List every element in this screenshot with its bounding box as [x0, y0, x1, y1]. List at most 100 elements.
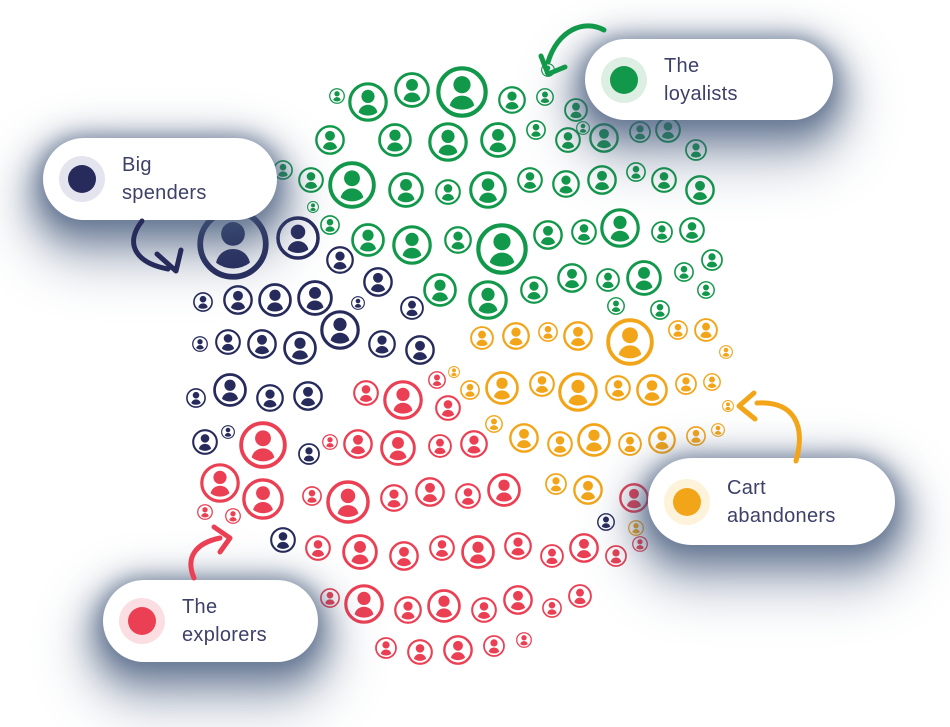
avatar-icon	[192, 336, 208, 352]
avatar-icon	[460, 430, 488, 458]
avatar-icon	[558, 372, 598, 412]
avatar-icon	[573, 475, 603, 505]
loyalists-label-line1: The	[664, 54, 700, 77]
avatar-icon	[632, 536, 648, 552]
avatar-icon	[388, 172, 424, 208]
avatar-icon	[569, 533, 599, 563]
avatar-icon	[502, 322, 530, 350]
avatar-icon	[485, 371, 519, 405]
avatar-icon	[329, 88, 345, 104]
avatar-icon	[193, 292, 213, 312]
avatar-icon	[605, 375, 631, 401]
avatar-icon	[619, 483, 649, 513]
cart-abandoners-dot	[673, 487, 701, 516]
avatar-icon	[394, 72, 430, 108]
avatar-icon	[328, 161, 376, 209]
avatar-icon	[444, 226, 472, 254]
avatar-icon	[520, 276, 548, 304]
avatar-icon	[200, 463, 240, 503]
avatar-icon	[516, 632, 532, 648]
avatar-icon	[293, 381, 323, 411]
avatar-icon	[703, 373, 721, 391]
cart-abandoners-label: Cart abandoners	[727, 474, 836, 530]
cart-abandoners-arrow	[736, 390, 758, 422]
avatar-icon	[427, 589, 461, 623]
avatar-icon	[517, 167, 543, 193]
avatar-icon	[471, 597, 497, 623]
avatar-icon	[400, 296, 424, 320]
avatar-icon	[498, 86, 526, 114]
avatar-icon	[483, 635, 505, 657]
avatar-icon	[342, 534, 378, 570]
avatar-icon	[480, 122, 516, 158]
avatar-icon	[655, 117, 681, 143]
segment-card-loyalists: The loyalists	[585, 39, 833, 120]
avatar-icon	[540, 544, 564, 568]
avatar-icon	[697, 281, 715, 299]
avatar-icon	[722, 400, 734, 412]
avatar-icon	[542, 598, 562, 618]
avatar-icon	[605, 545, 627, 567]
avatar-icon	[529, 371, 555, 397]
avatar-icon	[589, 123, 619, 153]
avatar-icon	[351, 223, 385, 257]
avatar-icon	[247, 329, 277, 359]
avatar-icon	[719, 345, 733, 359]
avatar-icon	[568, 584, 592, 608]
avatar-icon	[618, 432, 642, 456]
explorers-label-line2: explorers	[182, 624, 267, 646]
explorers-label-line1: The	[182, 596, 218, 618]
avatar-icon	[428, 122, 468, 162]
avatar-icon	[509, 423, 539, 453]
avatar-icon	[436, 66, 488, 118]
avatar-icon	[648, 426, 676, 454]
avatar-icon	[320, 215, 340, 235]
avatar-icon	[344, 584, 384, 624]
avatar-icon	[307, 201, 319, 213]
avatar-icon	[533, 220, 563, 250]
avatar-icon	[322, 434, 338, 450]
avatar-icon	[283, 331, 317, 365]
segment-card-explorers: The explorers	[103, 580, 318, 662]
avatar-icon	[186, 388, 206, 408]
avatar-icon	[597, 513, 615, 531]
avatar-icon	[380, 484, 408, 512]
big-spenders-label: Big spenders	[122, 151, 207, 207]
avatar-icon	[487, 473, 521, 507]
avatar-icon	[679, 217, 705, 243]
avatar-icon	[258, 283, 292, 317]
avatar-icon	[315, 125, 345, 155]
avatar-icon	[343, 429, 373, 459]
avatar-icon	[576, 121, 590, 135]
avatar-icon	[239, 421, 287, 469]
avatar-icon	[675, 373, 697, 395]
big-spenders-dot-halo	[59, 156, 105, 202]
avatar-icon	[380, 430, 416, 466]
avatar-icon	[429, 535, 455, 561]
avatar-icon	[711, 423, 725, 437]
explorers-dot	[128, 607, 156, 635]
avatar-icon	[626, 162, 646, 182]
avatar-icon	[577, 423, 611, 457]
avatar-icon	[298, 167, 324, 193]
avatar-icon	[405, 335, 435, 365]
segment-card-big-spenders: Big spenders	[43, 138, 277, 220]
loyalists-label: The loyalists	[664, 52, 738, 108]
segment-card-cart-abandoners: Cart abandoners	[648, 458, 895, 545]
avatar-icon	[326, 480, 370, 524]
avatar-icon	[276, 216, 320, 260]
avatar-icon	[461, 535, 495, 569]
avatar-icon	[197, 504, 213, 520]
avatar-icon	[223, 285, 253, 315]
avatar-icon	[636, 374, 668, 406]
avatar-icon	[392, 225, 432, 265]
avatar-icon	[428, 434, 452, 458]
avatar-icon	[587, 165, 617, 195]
avatar-icon	[686, 426, 706, 446]
avatar-icon	[650, 300, 670, 320]
avatar-icon	[571, 219, 597, 245]
avatar-icon	[192, 429, 218, 455]
loyalists-dot-halo	[601, 56, 647, 103]
avatar-icon	[320, 588, 340, 608]
